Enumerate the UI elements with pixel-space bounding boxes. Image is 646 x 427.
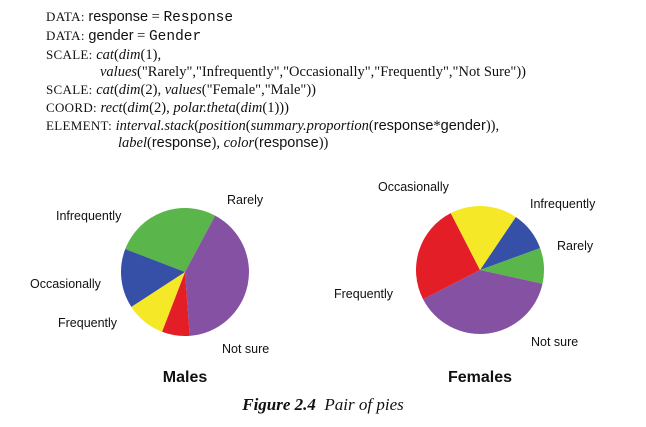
pie-females: Infrequently Rarely Not sure Frequently Occa…	[334, 180, 596, 386]
spec-line-1: DATA: response = Response	[46, 9, 234, 26]
pie-slice-not-sure	[423, 270, 543, 334]
slice-label: Infrequently	[56, 209, 122, 223]
pie-slice-occasionally	[131, 272, 185, 332]
pie-title: Males	[163, 369, 208, 386]
spec-line-5: SCALE: cat(dim(2), values("Female","Male…	[46, 82, 317, 98]
pie-slice-rarely	[125, 208, 216, 272]
slice-label: Infrequently	[530, 197, 596, 211]
pie-slice-frequently	[162, 272, 190, 337]
figure-caption: Figure 2.4 Pair of pies	[242, 395, 404, 414]
spec-line-8: label(response), color(response))	[118, 135, 329, 151]
pie-title: Females	[448, 369, 512, 386]
slice-label: Not sure	[222, 342, 269, 356]
spec-line-4: values("Rarely","Infrequently","Occasion…	[100, 64, 527, 80]
gpl-specification: DATA: response = Response DATA: gender = …	[46, 8, 526, 152]
slice-label: Frequently	[58, 316, 118, 330]
spec-line-7: ELEMENT: interval.stack(position(summary…	[46, 118, 500, 134]
spec-line-6: COORD: rect(dim(2), polar.theta(dim(1)))	[46, 100, 289, 116]
pie-slice-rarely	[480, 248, 545, 284]
pie-slice-occasionally	[450, 206, 516, 270]
pie-slice-infrequently	[480, 216, 541, 270]
spec-line-3: SCALE: cat(dim(1),	[46, 47, 162, 63]
slice-label: Occasionally	[30, 277, 102, 291]
pie-slice-frequently	[416, 213, 480, 300]
slice-label: Rarely	[227, 193, 264, 207]
slice-label: Not sure	[531, 335, 578, 349]
pie-males: Rarely Not sure Frequently Occasionally Infr…	[30, 193, 269, 386]
slice-label: Rarely	[557, 239, 594, 253]
slice-label: Occasionally	[378, 180, 450, 194]
slice-label: Frequently	[334, 287, 394, 301]
pie-slice-not-sure	[185, 215, 249, 336]
spec-line-2: DATA: gender = Gender	[46, 28, 202, 45]
pie-slice-infrequently	[120, 249, 185, 307]
